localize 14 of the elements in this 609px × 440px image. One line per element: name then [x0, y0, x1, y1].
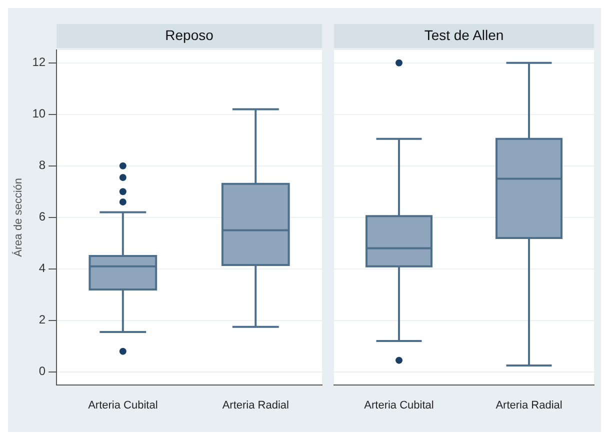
- x-tick-label: Arteria Cubital: [88, 399, 158, 412]
- y-tick-label: 8: [38, 158, 46, 172]
- x-tick-label: Arteria Radial: [496, 399, 562, 412]
- y-tick-label: 10: [32, 106, 46, 121]
- x-tick-label: Arteria Cubital: [364, 399, 434, 412]
- chart-title: Reposo: [165, 26, 214, 43]
- y-tick-label: 4: [38, 261, 46, 276]
- y-tick-label: 6: [38, 210, 46, 224]
- chart-title: Test de Allen: [424, 26, 504, 43]
- y-axis-title: Área de sección: [12, 178, 25, 257]
- x-tick-label: Arteria Radial: [222, 399, 289, 412]
- y-tick-label: 12: [32, 55, 46, 70]
- y-tick-label: 0: [38, 364, 46, 378]
- y-tick-label: 2: [38, 312, 46, 327]
